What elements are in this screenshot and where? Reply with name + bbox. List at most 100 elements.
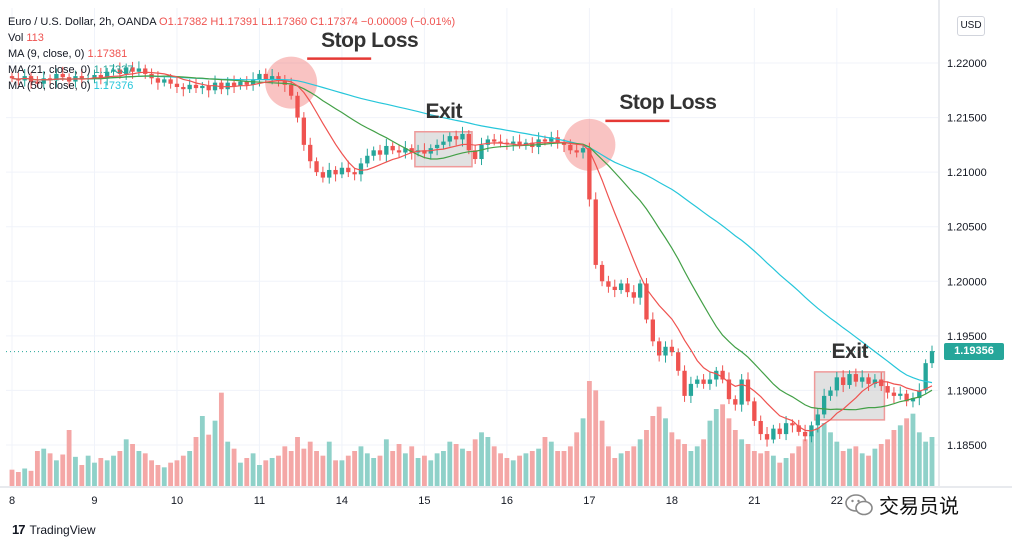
candle-body <box>466 133 471 151</box>
candle-body <box>536 139 541 148</box>
candle <box>834 371 839 397</box>
candle <box>739 374 744 412</box>
candle <box>726 372 732 405</box>
volume-bar <box>28 470 34 486</box>
x-tick-label: 15 <box>418 495 430 507</box>
volume-bar <box>523 453 529 486</box>
candle-body <box>644 283 649 320</box>
candle-body <box>479 144 484 160</box>
candle <box>333 166 338 182</box>
candle <box>79 69 84 87</box>
x-tick-label: 11 <box>254 495 265 507</box>
x-axis-labels: 8 9 10 11 14 15 16 17 18 21 22 <box>9 495 843 507</box>
volume-bar <box>593 390 599 486</box>
candle-body <box>174 83 180 88</box>
candle <box>676 348 681 376</box>
candle <box>758 415 763 441</box>
candle <box>663 341 668 363</box>
volume-bar <box>409 446 415 486</box>
candle <box>580 144 586 159</box>
candle-body <box>117 69 123 74</box>
candle-body <box>371 150 376 156</box>
volume-bar <box>586 381 592 486</box>
candle-body <box>593 199 598 265</box>
legend-ma9-row[interactable]: MA (9, close, 0) 1.17381 <box>8 46 455 62</box>
candle <box>174 76 180 94</box>
volume-bar <box>688 451 694 486</box>
legend-volume-row[interactable]: Vol 113 <box>8 30 455 46</box>
volume-bar <box>34 451 40 486</box>
candle-body <box>314 161 319 173</box>
volume-bar <box>263 460 269 486</box>
candle-body <box>523 142 529 145</box>
volume-bar <box>529 451 535 486</box>
y-tick-label: 1.20000 <box>947 276 987 288</box>
candle-body <box>473 150 478 160</box>
candle-body <box>130 67 135 72</box>
candle <box>587 142 592 207</box>
candle <box>549 131 554 147</box>
candle-body <box>752 401 757 421</box>
candle-body <box>542 139 548 142</box>
exit-label-1: Exit <box>425 99 462 123</box>
candle-body <box>155 78 161 83</box>
volume-bar <box>168 462 174 486</box>
candle <box>828 386 833 401</box>
candle <box>847 370 852 389</box>
volume-bar <box>206 434 212 486</box>
candle-body <box>460 133 465 140</box>
volume-bar <box>15 472 21 486</box>
volume-label: Vol <box>8 32 24 44</box>
candle-body <box>289 84 294 96</box>
volume-bar <box>314 451 319 486</box>
volume-bar <box>54 460 59 486</box>
legend-ma21-row[interactable]: MA (21, close, 0) 1.17337 <box>8 62 455 78</box>
candle-body <box>828 390 833 396</box>
candle <box>745 372 751 406</box>
volume-bar <box>929 437 935 486</box>
candle <box>599 261 605 287</box>
candle-body <box>238 81 243 86</box>
ma50-line <box>11 75 933 384</box>
tradingview-name: TradingView <box>29 522 96 537</box>
candle <box>701 374 706 389</box>
volume-bar <box>276 455 281 486</box>
ma9-value: 1.17381 <box>87 48 128 60</box>
candle-body <box>358 163 364 175</box>
ohlc-change: −0.00009 (−0.01%) <box>360 16 456 28</box>
candle <box>574 143 579 158</box>
candle-body <box>669 346 675 353</box>
candle-body <box>866 377 871 384</box>
volume-bar <box>22 468 28 486</box>
volume-bar <box>225 441 231 486</box>
candle-body <box>193 84 199 89</box>
candle-body <box>492 139 497 142</box>
volume-bar <box>669 432 675 486</box>
volume-bar <box>422 455 427 486</box>
candle <box>764 426 770 447</box>
volume-bar <box>491 446 497 486</box>
volume-bar <box>682 444 687 486</box>
volume-bar <box>536 448 542 486</box>
volume-bar <box>510 460 516 486</box>
volume-bar <box>326 441 332 486</box>
candle-body <box>441 141 446 145</box>
candle-body <box>650 319 655 342</box>
chart-legend: Euro / U.S. Dollar, 2h, OANDA O1.17382 H… <box>8 14 455 94</box>
candle-body <box>390 145 395 151</box>
volume-bar <box>859 453 865 486</box>
currency-button[interactable]: USD <box>957 16 985 36</box>
candle-body <box>561 142 567 145</box>
volume-bar <box>155 465 161 486</box>
candle-body <box>714 370 719 380</box>
volume-bar <box>428 460 434 486</box>
legend-ma50-row[interactable]: MA (50, close, 0) 1.17376 <box>8 78 455 94</box>
candle-body <box>872 379 878 384</box>
tradingview-brand[interactable]: 17 TradingView <box>12 522 96 537</box>
candle-body <box>219 82 224 90</box>
volume-bar <box>872 448 878 486</box>
candle-body <box>409 148 414 153</box>
volume-bar <box>631 446 637 486</box>
